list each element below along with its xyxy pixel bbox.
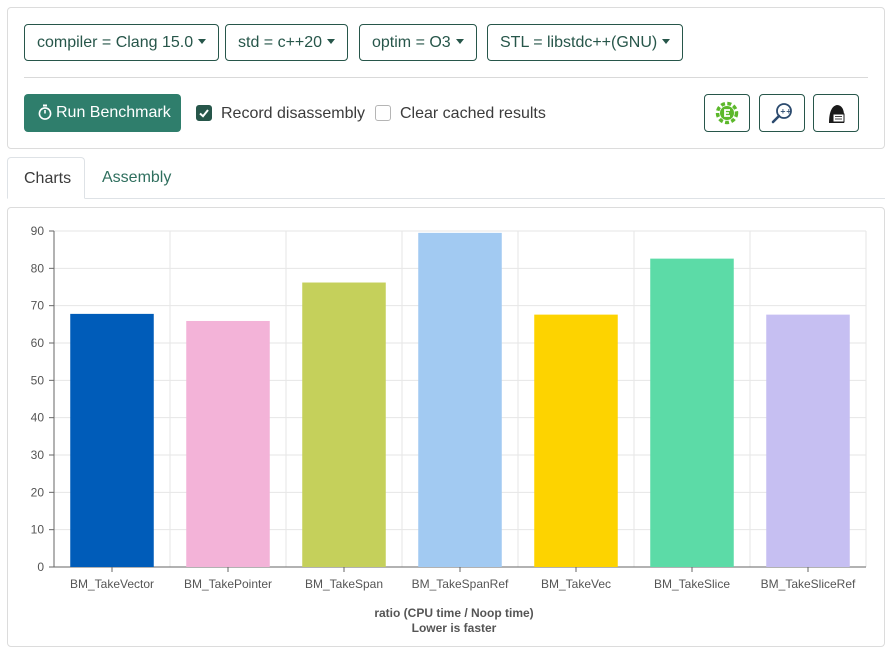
y-tick-label: 30: [31, 448, 45, 462]
y-tick-label: 50: [31, 373, 45, 387]
y-tick-label: 40: [31, 411, 45, 425]
compiler-dropdown-label: compiler = Clang 15.0: [37, 34, 194, 51]
tab-assembly[interactable]: Assembly: [102, 169, 172, 186]
bar-BM_TakeSpanRef: [418, 232, 502, 567]
tab-charts[interactable]: Charts: [7, 157, 85, 199]
chevron-down-icon: [198, 39, 207, 44]
hooded-hacker-icon: [829, 105, 845, 123]
chevron-down-icon: [455, 39, 464, 44]
y-tick-label: 10: [31, 523, 45, 537]
svg-text:++: ++: [780, 108, 792, 116]
stl-dropdown[interactable]: STL = libstdc++(GNU): [487, 24, 684, 61]
bar-BM_TakePointer: [186, 320, 270, 567]
magnifier-cpp-icon: ++: [771, 103, 792, 124]
y-tick-label: 70: [31, 299, 45, 313]
x-tick-label: BM_TakePointer: [184, 577, 272, 591]
bar-BM_TakeSliceRef: [766, 314, 850, 567]
optim-dropdown-label: optim = O3: [372, 34, 451, 51]
quick-bench-logo-button[interactable]: [704, 94, 750, 132]
result-tabs: Charts Assembly: [7, 157, 885, 199]
stopwatch-icon: [38, 104, 52, 120]
std-dropdown-label: std = c++20: [238, 34, 323, 51]
y-tick-label: 60: [31, 336, 45, 350]
checkbox-checked-icon: [196, 105, 212, 121]
quick-bench-gear-icon: [715, 101, 739, 125]
compiler-dropdown[interactable]: compiler = Clang 15.0: [24, 24, 220, 61]
x-tick-label: BM_TakeSpanRef: [412, 577, 509, 591]
x-axis-subtitle: Lower is faster: [412, 621, 497, 635]
record-disassembly-checkbox[interactable]: Record disassembly: [196, 104, 365, 124]
chevron-down-icon: [327, 39, 336, 44]
benchmark-settings-panel: compiler = Clang 15.0 std = c++20 optim …: [7, 7, 885, 149]
search-cpp-button[interactable]: ++: [759, 94, 805, 132]
bar-BM_TakeVec: [534, 314, 618, 567]
x-tick-label: BM_TakeVector: [70, 577, 154, 591]
run-benchmark-button[interactable]: Run Benchmark: [24, 94, 181, 132]
chevron-down-icon: [662, 39, 671, 44]
clear-cached-results-checkbox[interactable]: Clear cached results: [375, 104, 546, 124]
benchmark-bar-chart: 0 10 20 30 40 50 60 70 80 90 BM_TakeVector BM_TakeP…: [31, 224, 867, 635]
y-tick-label: 90: [31, 224, 45, 238]
x-tick-label: BM_TakeSpan: [305, 577, 383, 591]
checkbox-unchecked-icon: [375, 105, 391, 121]
run-benchmark-label: Run Benchmark: [56, 104, 171, 121]
stl-dropdown-label: STL = libstdc++(GNU): [500, 34, 658, 51]
x-axis-title: ratio (CPU time / Noop time): [374, 606, 533, 620]
y-tick-label: 0: [37, 560, 44, 574]
record-disassembly-label: Record disassembly: [221, 105, 366, 122]
y-tick-label: 20: [31, 485, 45, 499]
bar-BM_TakeSpan: [302, 282, 386, 567]
std-dropdown[interactable]: std = c++20: [225, 24, 349, 61]
optim-dropdown[interactable]: optim = O3: [359, 24, 477, 61]
y-tick-label: 80: [31, 261, 45, 275]
clear-cached-results-label: Clear cached results: [400, 105, 546, 122]
x-tick-label: BM_TakeSlice: [654, 577, 730, 591]
bar-BM_TakeSlice: [650, 258, 734, 567]
chart-panel: 0 10 20 30 40 50 60 70 80 90 BM_TakeVector BM_TakeP…: [7, 207, 885, 647]
x-tick-label: BM_TakeSliceRef: [761, 577, 856, 591]
bar-BM_TakeVector: [70, 313, 154, 567]
x-tick-label: BM_TakeVec: [541, 577, 611, 591]
hacker-icon-button[interactable]: [813, 94, 859, 132]
divider: [24, 77, 868, 78]
